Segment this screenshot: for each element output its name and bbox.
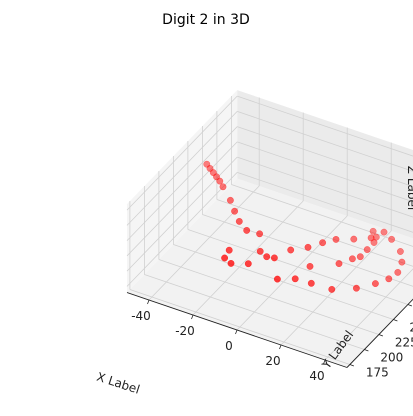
grid-x-floor	[236, 215, 348, 331]
data-point	[263, 253, 271, 261]
grid-y-floor	[144, 274, 365, 350]
data-point	[396, 248, 404, 255]
grid-z-back	[237, 111, 413, 172]
data-point	[270, 254, 278, 262]
pane-floor	[127, 178, 413, 368]
grid-z-left	[126, 95, 238, 211]
pane-left	[127, 90, 238, 293]
data-point	[235, 217, 243, 225]
data-point	[243, 226, 251, 234]
data-point	[287, 246, 295, 254]
data-point	[335, 260, 343, 268]
y-axis-line	[346, 298, 413, 368]
axes-panes	[127, 90, 413, 368]
x-tick-mark	[147, 299, 150, 305]
x-tick-mark	[279, 344, 282, 350]
grid-x-floor	[148, 185, 260, 301]
data-point	[231, 207, 239, 215]
grid-lines	[126, 95, 413, 368]
data-point	[367, 234, 375, 242]
data-point	[226, 196, 234, 204]
data-point	[244, 260, 252, 268]
grid-y-floor	[231, 184, 413, 247]
grid-z-back	[237, 156, 413, 218]
data-point	[273, 275, 281, 283]
grid-x-floor	[324, 268, 413, 361]
data-point	[369, 227, 377, 235]
x-tick-label: 0	[225, 339, 233, 353]
axis-ticks: -40-2002040175200225250275300325350-25-3…	[131, 299, 413, 383]
grid-z-left	[126, 126, 238, 241]
x-tick-mark	[235, 329, 238, 335]
data-point	[306, 262, 314, 270]
grid-y-floor	[129, 289, 351, 365]
y-tick-label: 225	[395, 336, 413, 350]
data-point	[328, 285, 336, 293]
data-point	[388, 235, 396, 243]
pane-back	[237, 90, 413, 239]
grid-z-back	[237, 172, 413, 233]
data-point	[227, 259, 235, 267]
data-point	[385, 275, 393, 283]
y-tick-label: 175	[366, 366, 389, 380]
grid-z-back	[237, 126, 413, 188]
grid-x-floor	[192, 200, 304, 316]
data-point	[363, 246, 371, 254]
y-tick-label: 250	[409, 321, 413, 335]
grid-z-left	[126, 141, 238, 257]
grid-x-floor	[280, 230, 392, 346]
data-point	[307, 279, 315, 287]
y-tick-mark	[364, 349, 369, 352]
y-tick-label: 200	[380, 351, 403, 365]
data-point	[348, 255, 356, 263]
x-tick-label: -20	[175, 324, 195, 338]
data-point	[291, 275, 299, 283]
y-tick-mark	[393, 319, 398, 322]
y-tick-mark	[378, 334, 384, 337]
data-point	[398, 258, 406, 266]
grid-y-floor	[158, 259, 380, 335]
data-point	[256, 247, 264, 255]
data-point	[304, 243, 312, 251]
grid-z-left	[126, 111, 238, 226]
grid-z-back	[237, 95, 413, 157]
x-tick-label: 20	[265, 354, 280, 368]
data-point	[371, 280, 379, 288]
chart-title: Digit 2 in 3D	[162, 12, 250, 28]
data-point	[380, 228, 388, 236]
grid-y-floor	[202, 214, 413, 287]
data-point	[394, 268, 402, 276]
x-axis-label: X Label	[95, 370, 142, 397]
grid-z-back	[237, 141, 413, 203]
grid-y-floor	[173, 244, 394, 320]
grid-y-floor	[187, 229, 409, 305]
y-tick-mark	[407, 304, 413, 307]
z-axis-label: Z Label	[405, 166, 413, 210]
data-point	[370, 239, 378, 246]
x-tick-mark	[323, 359, 326, 365]
x-tick-label: 40	[309, 369, 324, 383]
data-point	[352, 284, 360, 292]
data-point	[221, 254, 229, 262]
data-point	[356, 253, 364, 261]
data-point	[219, 183, 227, 191]
x-tick-mark	[191, 314, 194, 320]
data-point	[225, 246, 233, 254]
data-point	[203, 160, 211, 168]
data-point	[350, 235, 358, 243]
data-point	[216, 177, 224, 185]
data-points	[203, 160, 406, 293]
y-tick-mark	[349, 364, 355, 367]
grid-z-left	[126, 172, 238, 287]
x-tick-label: -40	[131, 309, 151, 323]
data-point	[319, 239, 327, 247]
data-point	[256, 230, 264, 238]
data-point	[332, 235, 340, 243]
